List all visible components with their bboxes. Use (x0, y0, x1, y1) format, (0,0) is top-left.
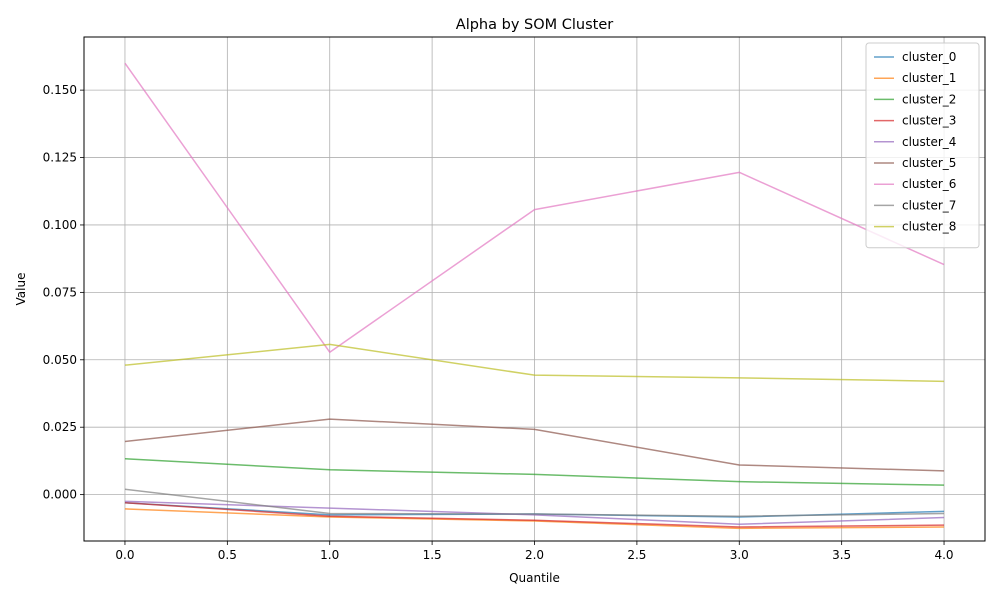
x-tick-label: 0.0 (115, 548, 134, 562)
series-line-cluster-1 (124, 508, 945, 530)
y-tick-label: 0.050 (43, 353, 77, 367)
legend-label: cluster_6 (902, 177, 956, 191)
x-axis-ticks: 0.0 0.5 1.0 1.5 2.0 2.5 3.0 3.5 4.0 (115, 541, 954, 562)
y-axis-label: Value (14, 273, 28, 306)
legend-label: cluster_5 (902, 156, 956, 170)
series-line-cluster-2 (124, 458, 945, 486)
legend-label: cluster_0 (902, 50, 956, 64)
x-tick-label: 1.0 (320, 548, 339, 562)
y-tick-label: 0.150 (43, 83, 77, 97)
series-line-cluster-3 (124, 501, 945, 528)
series-line-cluster-7 (124, 488, 945, 517)
legend-label: cluster_8 (902, 220, 956, 234)
x-tick-label: 1.5 (423, 548, 442, 562)
x-tick-label: 2.5 (627, 548, 646, 562)
legend-box (865, 42, 980, 249)
y-axis-ticks: 0.000 0.025 0.050 0.075 0.100 0.125 0.150 (43, 83, 84, 502)
series-line-cluster-5 (124, 418, 945, 472)
x-tick-label: 0.5 (218, 548, 237, 562)
legend-label: cluster_4 (902, 135, 956, 149)
y-tick-label: 0.075 (43, 285, 77, 299)
legend-label: cluster_1 (902, 71, 956, 85)
series-lines (124, 62, 945, 530)
legend-label: cluster_3 (902, 114, 956, 128)
legend-label: cluster_7 (902, 198, 956, 212)
x-axis-label: Quantile (509, 571, 560, 585)
legend: cluster_0 cluster_1 cluster_2 cluster_3clus… (865, 42, 980, 249)
y-tick-label: 0.100 (43, 218, 77, 232)
chart-title: Alpha by SOM Cluster (456, 17, 613, 33)
x-tick-label: 2.0 (525, 548, 544, 562)
x-tick-label: 3.0 (730, 548, 749, 562)
x-tick-label: 4.0 (934, 548, 953, 562)
series-line-cluster-8 (124, 343, 945, 383)
y-tick-label: 0.025 (43, 420, 77, 434)
x-tick-label: 3.5 (832, 548, 851, 562)
series-line-cluster-6 (124, 62, 945, 353)
y-tick-label: 0.125 (43, 151, 77, 165)
legend-label: cluster_2 (902, 92, 956, 106)
y-tick-label: 0.000 (43, 488, 77, 502)
